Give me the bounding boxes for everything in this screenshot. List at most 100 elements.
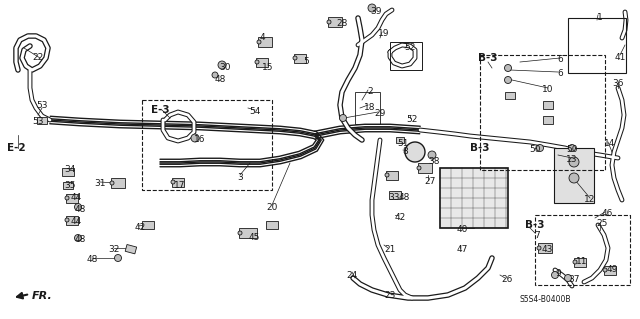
Text: E-3: E-3 (150, 105, 170, 115)
Circle shape (537, 246, 541, 250)
Text: 50: 50 (529, 145, 541, 154)
Text: 39: 39 (371, 8, 381, 17)
Text: 28: 28 (336, 19, 348, 28)
Text: 50: 50 (566, 145, 578, 154)
Bar (266, 221, 278, 229)
Text: 1: 1 (597, 12, 603, 21)
Text: 36: 36 (612, 79, 624, 88)
Bar (480, 55, 605, 170)
Circle shape (564, 275, 572, 281)
Bar (355, 92, 380, 124)
Bar (386, 170, 398, 180)
Text: 32: 32 (108, 246, 120, 255)
Text: 52: 52 (404, 42, 416, 51)
Circle shape (115, 255, 122, 262)
Text: S5S4-B0400B: S5S4-B0400B (520, 295, 572, 305)
Bar (574, 257, 586, 266)
Text: 54: 54 (250, 108, 260, 116)
Text: 43: 43 (541, 246, 553, 255)
Text: 48: 48 (86, 256, 98, 264)
Text: 18: 18 (364, 102, 376, 112)
Circle shape (504, 77, 511, 84)
Text: 12: 12 (584, 196, 596, 204)
Text: 16: 16 (195, 136, 205, 145)
Bar (66, 216, 78, 225)
Text: 40: 40 (456, 226, 468, 234)
Circle shape (191, 134, 199, 142)
Text: 8: 8 (402, 147, 408, 157)
Text: 49: 49 (606, 265, 618, 275)
Text: 6: 6 (557, 56, 563, 64)
Circle shape (428, 151, 436, 159)
Bar (62, 168, 74, 176)
Circle shape (569, 157, 579, 167)
Circle shape (603, 268, 607, 272)
Text: 48: 48 (214, 75, 226, 84)
Bar (554, 148, 594, 203)
Text: B-3: B-3 (525, 220, 545, 230)
Circle shape (385, 173, 389, 177)
Bar (568, 18, 626, 73)
Text: 10: 10 (542, 85, 554, 94)
Text: 47: 47 (456, 246, 468, 255)
Circle shape (74, 234, 81, 241)
Circle shape (339, 115, 346, 122)
Bar (258, 37, 272, 47)
Text: 26: 26 (501, 276, 513, 285)
Text: 48: 48 (74, 205, 86, 214)
Text: 48: 48 (74, 235, 86, 244)
Text: 42: 42 (134, 224, 146, 233)
Circle shape (368, 4, 376, 12)
Circle shape (257, 40, 261, 44)
Text: 6: 6 (557, 70, 563, 78)
Text: FR.: FR. (32, 291, 52, 301)
Circle shape (327, 20, 331, 24)
Circle shape (405, 142, 425, 162)
Text: B-3: B-3 (478, 53, 498, 63)
Text: 46: 46 (602, 210, 612, 219)
Circle shape (171, 180, 175, 184)
Bar (125, 244, 137, 254)
Bar (328, 17, 342, 27)
Text: 53: 53 (32, 117, 44, 127)
Bar (604, 265, 616, 275)
Text: 14: 14 (604, 139, 616, 149)
Text: 29: 29 (374, 109, 386, 118)
Bar (505, 92, 515, 99)
Text: 2: 2 (367, 87, 373, 97)
Text: 19: 19 (378, 29, 390, 39)
Text: 34: 34 (64, 166, 76, 174)
Text: 25: 25 (596, 219, 608, 228)
Text: 13: 13 (566, 155, 578, 165)
Text: 21: 21 (384, 246, 396, 255)
Circle shape (65, 218, 69, 222)
Text: B-3: B-3 (470, 143, 490, 153)
Text: E-2: E-2 (6, 143, 26, 153)
Text: 44: 44 (70, 218, 82, 226)
Bar (63, 182, 73, 189)
Bar (111, 178, 125, 188)
Text: 37: 37 (568, 276, 580, 285)
Text: 3: 3 (237, 174, 243, 182)
Text: 20: 20 (266, 203, 278, 211)
Text: 22: 22 (33, 54, 44, 63)
Bar (538, 243, 552, 253)
Circle shape (568, 145, 575, 152)
Text: 17: 17 (174, 181, 186, 189)
Text: 23: 23 (384, 291, 396, 300)
Bar (543, 101, 553, 109)
Text: 38: 38 (428, 158, 440, 167)
Bar (389, 191, 401, 199)
Text: 7: 7 (534, 231, 540, 240)
Circle shape (569, 173, 579, 183)
Circle shape (536, 145, 543, 152)
Circle shape (110, 181, 114, 185)
Bar (396, 137, 404, 143)
Text: 33: 33 (388, 192, 400, 202)
Text: 11: 11 (576, 257, 588, 266)
Bar (142, 100, 272, 190)
Circle shape (417, 166, 421, 170)
Text: 24: 24 (346, 271, 358, 279)
Bar (142, 221, 154, 229)
Text: 15: 15 (262, 63, 274, 71)
